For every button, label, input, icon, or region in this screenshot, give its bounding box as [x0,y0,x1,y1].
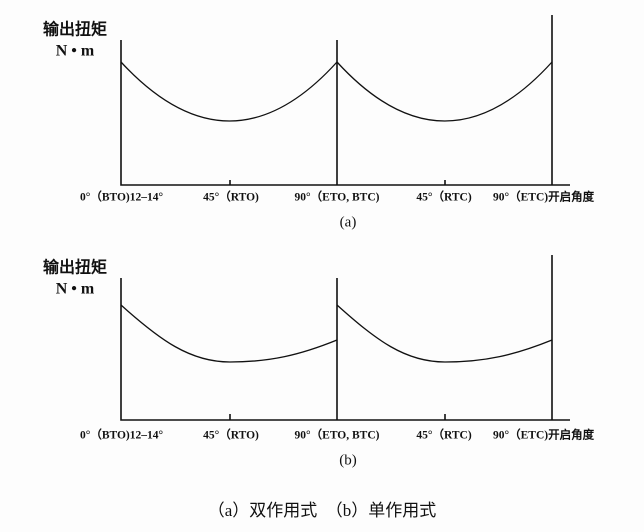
x-axis-label: 90°（ETC)开启角度 [493,428,595,442]
x-axis-label: 45°（RTO) [203,190,259,204]
y-axis-label: 输出扭矩 [43,20,107,39]
x-axis-label: 45°（RTO) [203,428,259,442]
x-axis-label: 90°（ETO, BTC) [295,428,380,442]
panel-b [120,255,570,421]
x-axis-label: 45°（RTC) [416,190,471,204]
x-axis-label: 90°（ETC)开启角度 [493,190,595,204]
torque-curve [120,304,553,363]
caption: （a）双作用式 （b）单作用式 [208,501,437,520]
x-axis-label: 0°（BTO)12–14° [80,428,164,442]
axes [120,15,570,186]
panel-label: (a) [340,214,357,230]
torque-curve [120,61,553,122]
y-axis-label: 输出扭矩 [43,258,107,277]
y-axis-unit: N • m [56,281,95,298]
x-axis-label: 0°（BTO)12–14° [80,190,164,204]
panel-label: (b) [339,452,357,468]
x-axis-label: 90°（ETO, BTC) [295,190,380,204]
axes [120,255,570,421]
x-axis-label: 45°（RTC) [416,428,471,442]
y-axis-unit: N • m [56,43,95,60]
panel-a [120,15,570,186]
